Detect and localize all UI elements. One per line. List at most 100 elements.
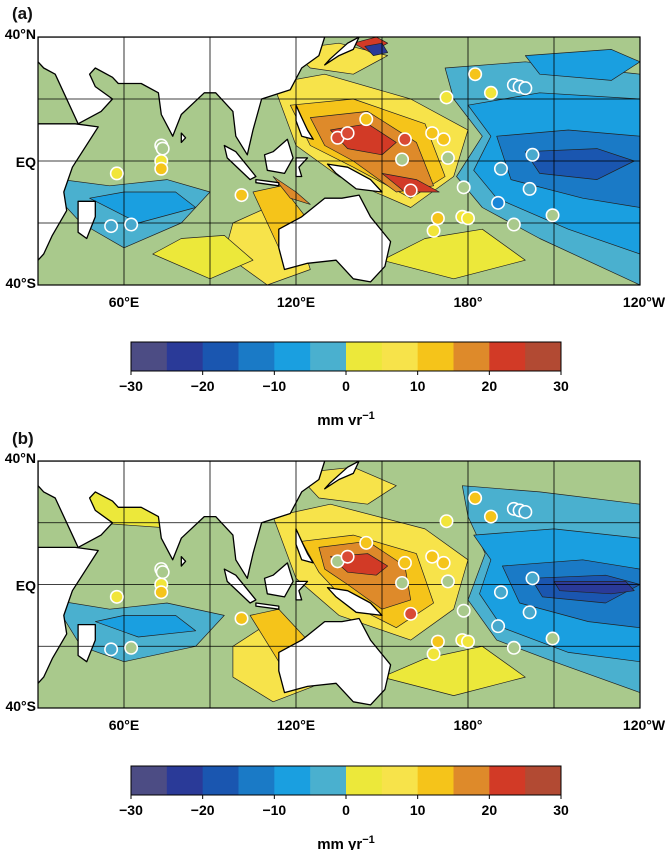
longitude-label: 60°E — [109, 717, 140, 733]
java-island — [255, 178, 280, 187]
colorbar-tick-label: 0 — [342, 378, 350, 394]
station-marker — [430, 634, 445, 649]
colorbar-swatch — [453, 766, 490, 795]
colorbar-swatch — [525, 766, 562, 795]
colorbar-swatch — [310, 766, 347, 795]
panel-a: (a) 40°N EQ 40°S 60°E 120°E 180° 120°W −30 −20 −1… — [0, 0, 672, 429]
station-marker — [104, 219, 119, 234]
colorbar-tick-label: 30 — [553, 802, 569, 818]
station-marker — [483, 85, 498, 100]
longitude-label: 120°W — [623, 294, 666, 310]
asia-landmass — [38, 461, 326, 579]
station-marker — [439, 90, 454, 105]
latitude-label: 40°N — [5, 450, 36, 466]
australia-landmass — [278, 617, 392, 706]
station-marker — [456, 180, 471, 195]
colorbar-tick-label: −20 — [191, 378, 215, 394]
sumatra-island — [223, 144, 257, 181]
sumatra-island — [223, 568, 257, 604]
japan-island — [324, 461, 360, 490]
station-marker — [506, 217, 521, 232]
colorbar: −30 −20 −10 0 10 20 30 mm yr−1 — [119, 765, 569, 853]
station-marker — [440, 574, 455, 589]
station-marker — [359, 535, 374, 550]
station-marker — [359, 112, 374, 127]
sri-lanka-island — [180, 556, 187, 567]
station-marker — [518, 504, 533, 519]
station-marker — [155, 565, 170, 580]
station-marker — [460, 211, 475, 226]
colorbar-tick-label: 20 — [482, 802, 498, 818]
colorbar-tick-label: −10 — [262, 802, 286, 818]
borneo-island — [263, 562, 294, 598]
station-marker — [436, 132, 451, 147]
colorbar-swatch — [166, 766, 204, 795]
station-marker — [468, 67, 483, 82]
station-marker — [340, 126, 355, 141]
colorbar-swatch — [274, 766, 311, 795]
sri-lanka-island — [180, 132, 187, 144]
colorbar-swatch — [381, 342, 419, 371]
panel-label: (b) — [12, 429, 34, 448]
colorbar-tick-label: −30 — [119, 378, 143, 394]
colorbar-swatch — [346, 342, 383, 371]
station-marker — [124, 640, 139, 655]
map-area — [38, 461, 640, 708]
colorbar-tick-label: 0 — [342, 802, 350, 818]
colorbar-tick-label: 30 — [553, 378, 569, 394]
longitude-label: 180° — [454, 717, 483, 733]
colorbar-swatch — [202, 766, 239, 795]
java-island — [255, 602, 280, 610]
latitude-label: EQ — [16, 578, 36, 594]
colorbar-swatch — [131, 342, 168, 371]
station-marker — [439, 514, 454, 529]
colorbar-swatch — [417, 342, 454, 371]
colorbar-swatch — [417, 766, 454, 795]
longitude-label: 60°E — [109, 294, 140, 310]
colorbar-tick-label: −20 — [191, 802, 215, 818]
colorbar-swatch — [238, 342, 275, 371]
colorbar-swatch — [346, 766, 383, 795]
colorbar-tick-label: 20 — [482, 378, 498, 394]
station-marker — [109, 589, 124, 604]
station-marker — [522, 181, 537, 196]
colorbar-swatch — [166, 342, 204, 371]
station-marker — [426, 223, 441, 238]
station-marker — [436, 555, 451, 570]
map-figure-a: 40°N EQ 40°S 60°E 120°E 180° 120°W −30 −20 −10 0 10… — [5, 26, 666, 429]
colorbar-swatch — [238, 766, 275, 795]
station-marker — [425, 126, 440, 141]
station-marker — [518, 81, 533, 96]
panel-label: (a) — [12, 4, 33, 23]
trend-contour-region — [524, 148, 635, 180]
station-marker — [493, 585, 508, 600]
colorbar-swatch — [453, 342, 490, 371]
station-marker — [403, 183, 418, 198]
station-marker — [525, 571, 540, 586]
madagascar-island — [77, 623, 96, 663]
station-marker — [493, 161, 508, 176]
panel-b: (b) 40°N EQ 40°S 60°E 120°E 180° 120°W −30 −20 −1… — [0, 425, 672, 853]
colorbar-unit-label: mm yr−1 — [317, 410, 375, 425]
trend-contour-region — [152, 235, 254, 280]
map-frame — [37, 460, 641, 709]
borneo-island — [263, 138, 294, 175]
trend-contour-region — [381, 645, 526, 696]
station-marker — [506, 640, 521, 655]
station-marker — [109, 166, 124, 181]
australia-landmass — [278, 194, 392, 283]
colorbar-swatch — [381, 766, 419, 795]
longitude-label: 120°E — [277, 717, 315, 733]
station-marker — [395, 152, 410, 167]
colorbar: −30 −20 −10 0 10 20 30 mm yr−1 — [119, 341, 569, 429]
station-marker — [403, 606, 418, 621]
map-area — [38, 37, 640, 285]
station-marker — [525, 147, 540, 162]
latitude-label: EQ — [16, 154, 36, 170]
station-marker — [426, 646, 441, 661]
longitude-label: 120°W — [623, 717, 666, 733]
asia-landmass — [38, 37, 326, 156]
colorbar-tick-label: −30 — [119, 802, 143, 818]
trend-contour-region — [352, 37, 389, 53]
trend-contour-region — [381, 228, 526, 280]
